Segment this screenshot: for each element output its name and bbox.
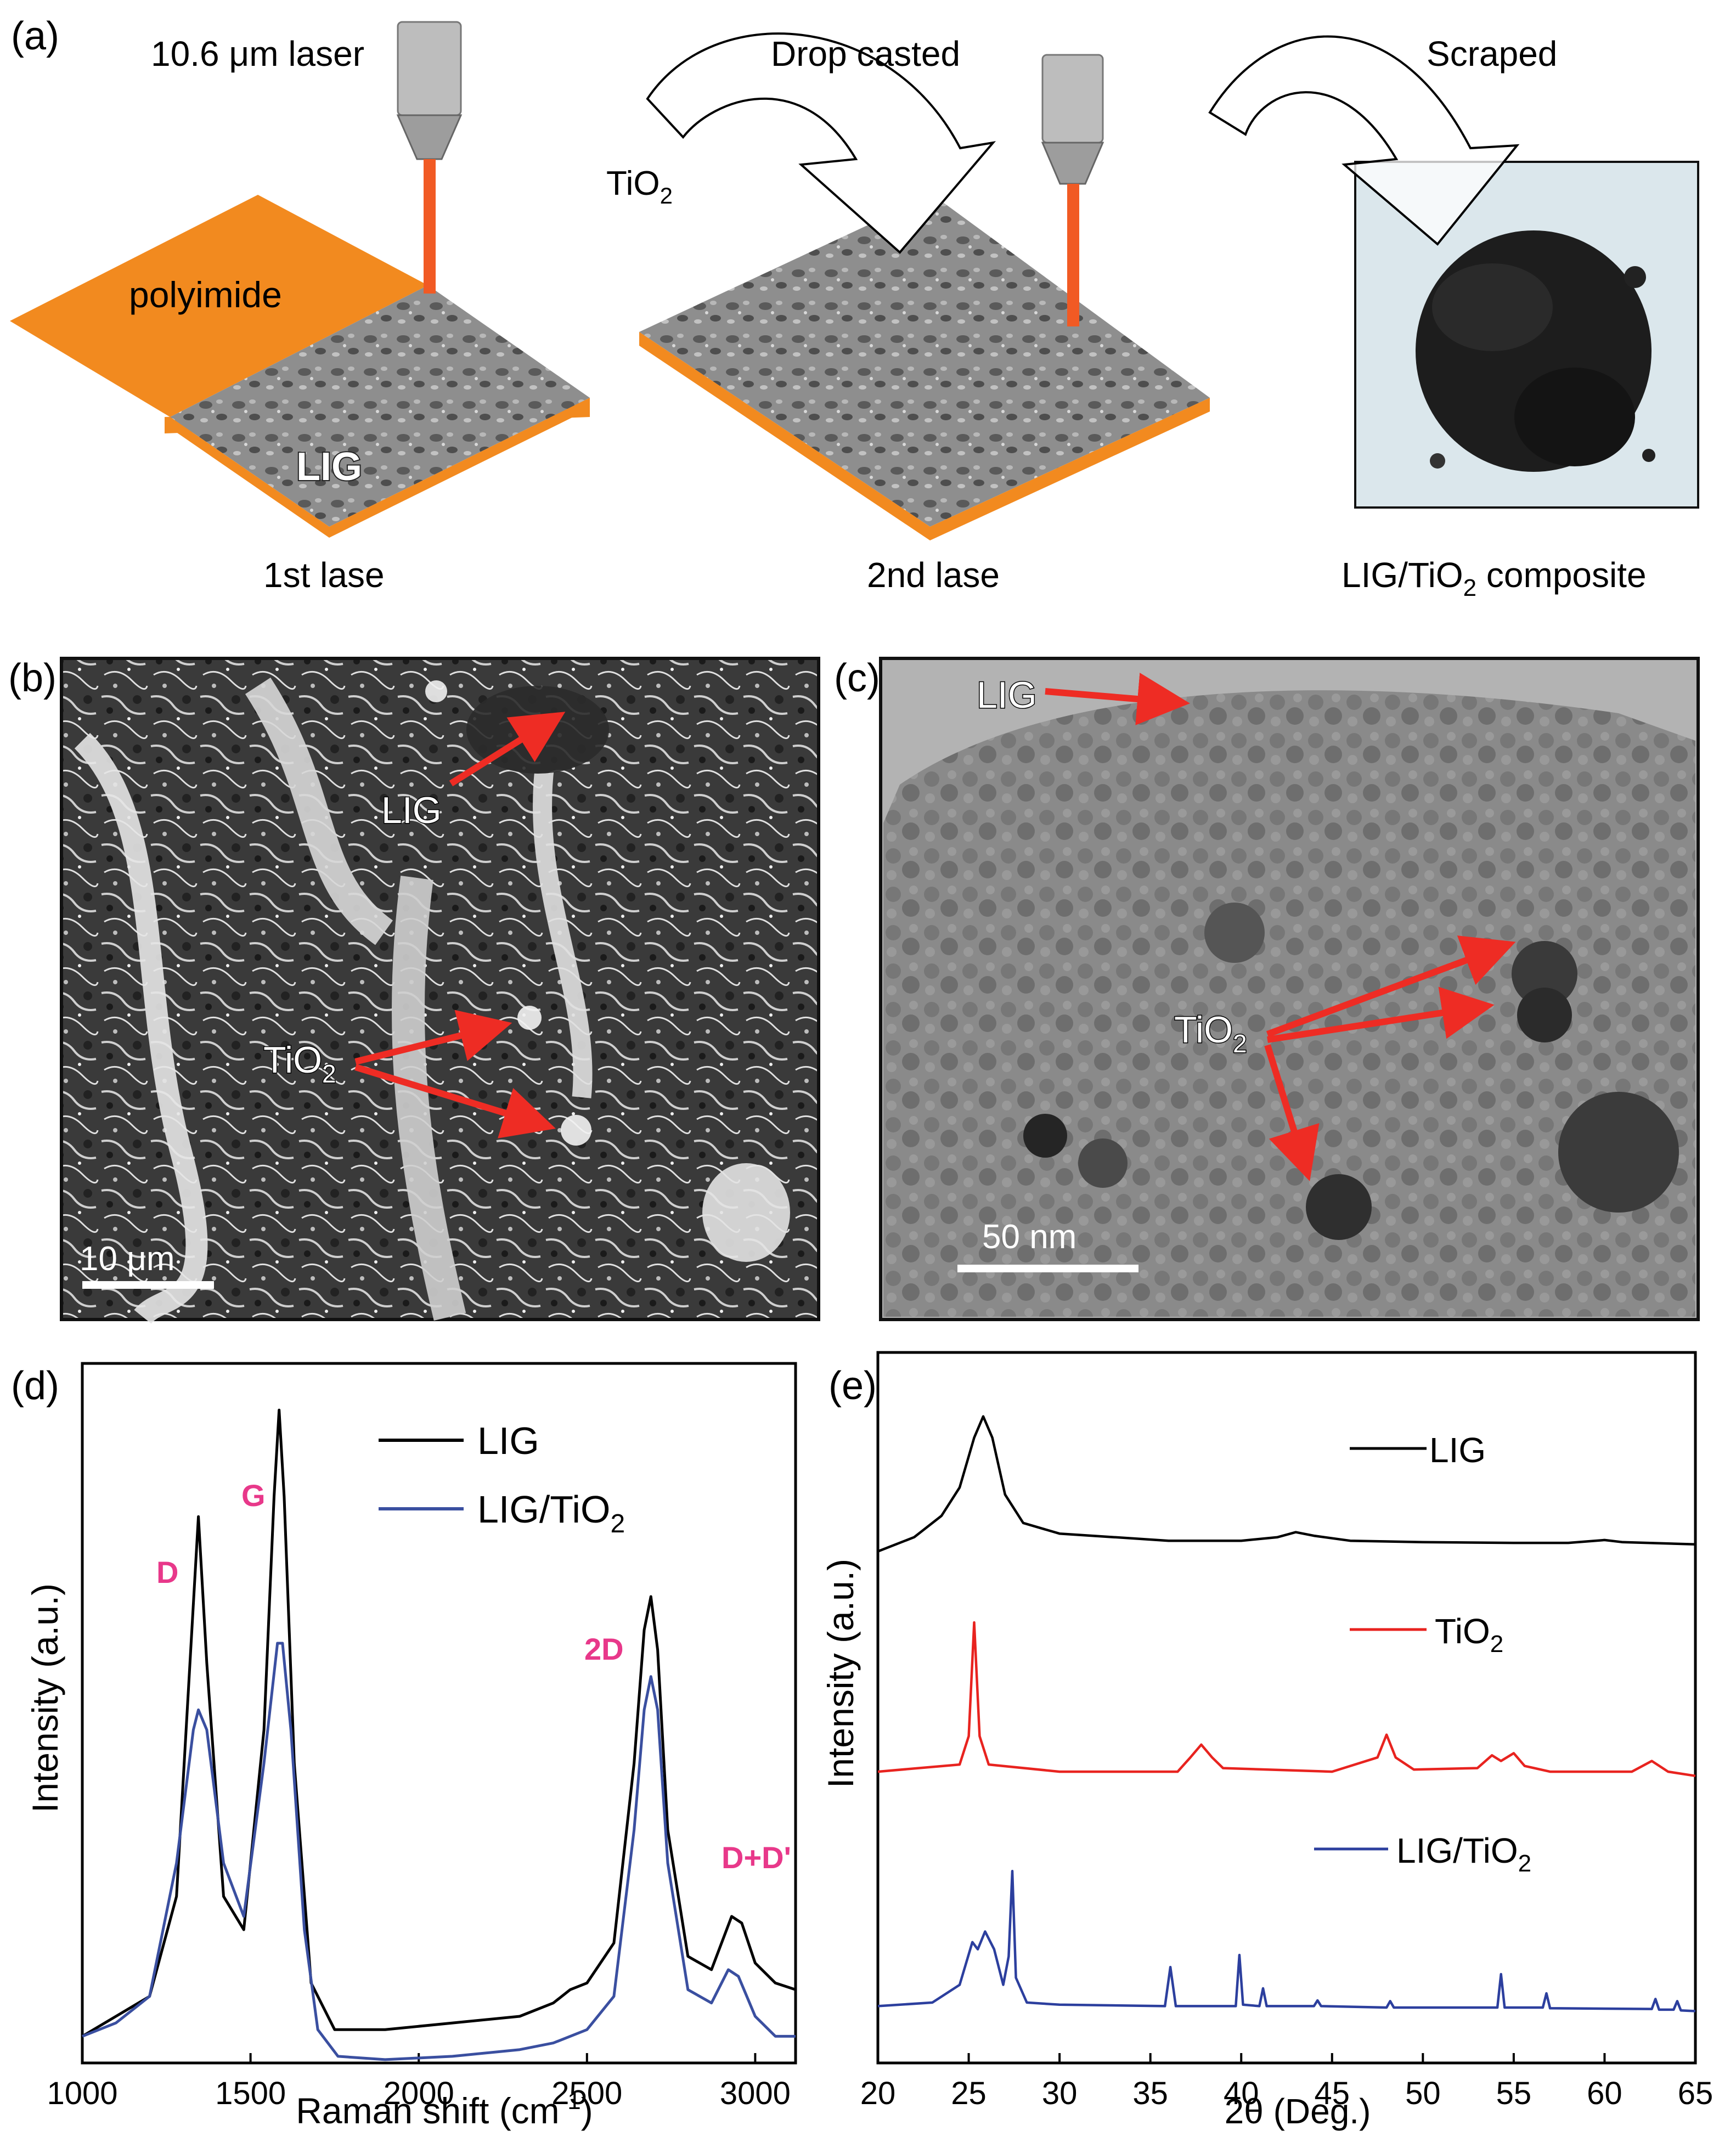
arrow-lig-c [1045,673,1190,725]
panel-b: (b) LIG TiO2 10 μm [8,656,820,1324]
raman-x-tick-label: 2500 [551,2076,622,2111]
raman-legend-lig: LIG [477,1419,539,1462]
panel-c-label: (c) [834,656,880,700]
raman-x-tick-label: 1500 [215,2076,286,2111]
scalebar-c-label: 50 nm [982,1218,1076,1256]
lig-label-b: LIG [381,790,442,831]
drop-cast-label: Drop casted [771,34,960,74]
xrd-x-tick-label: 30 [1042,2076,1078,2111]
panel-b-label: (b) [8,656,57,700]
panel-e-xrd-chart: (e) Intensity (a.u.) 2θ (Deg.) LIG TiO2 … [820,1351,1714,2131]
lig-tio2-powder [1416,230,1655,472]
xrd-x-tick-label: 35 [1132,2076,1168,2111]
xrd-x-tick-label: 45 [1315,2076,1350,2111]
raman-series-lig-line [81,1408,796,2038]
panel-a: (a) polyimide LIG 10.6 μm laser Drop cas… [10,14,1699,601]
laser-head-step2 [1041,54,1104,185]
xrd-x-tick-label: 50 [1405,2076,1441,2111]
polyimide-sheet [10,195,428,417]
step1-base-front [170,417,329,538]
arrow-tio2-c-2 [1267,986,1495,1043]
raman-legend-ligtio2: LIG/TiO2 [477,1488,625,1538]
raman-y-axis-label: Intensity (a.u.) [25,1583,65,1813]
xrd-x-tick-label: 55 [1496,2076,1532,2111]
xrd-x-tick-label: 25 [951,2076,987,2111]
xrd-series-lig-line [877,1415,1696,1553]
peak-label-dd: D+D' [722,1840,791,1875]
drop-cast-arrow [646,32,996,254]
step2-base-right [930,398,1210,540]
xrd-x-tick-label: 20 [860,2076,896,2111]
peak-label-2d: 2D [584,1632,624,1666]
scalebar-b-label: 10 μm [80,1240,175,1278]
arrow-tio2-b-2 [354,1064,556,1138]
tio2-label-b: TiO2 [263,1039,336,1088]
raman-x-axis-label: Raman shift (cm-1) [296,2088,593,2131]
scalebar-b [82,1281,214,1289]
laser-beam-step2 [1067,184,1079,326]
arrow-tio2-c-1 [1266,935,1516,1038]
xrd-series-lig-tio2-line [877,1870,1696,2012]
laser-label: 10.6 μm laser [151,34,364,74]
raman-x-tick-label: 3000 [720,2076,791,2111]
xrd-series-tio2-line [877,1621,1696,1778]
xrd-x-tick-label: 65 [1678,2076,1714,2111]
panel-d-label: (d) [11,1364,59,1408]
scraped-label: Scraped [1427,34,1557,74]
arrow-lig-b [449,712,566,787]
xrd-legend-tio2: TiO2 [1435,1611,1503,1657]
xrd-legend-ligtio2: LIG/TiO2 [1396,1831,1531,1877]
xrd-x-tick-label: 40 [1224,2076,1259,2111]
step3-caption: LIG/TiO2 composite [1342,555,1647,601]
raman-x-tick-label: 1000 [47,2076,117,2111]
tio2-label-a: TiO2 [606,165,673,208]
lig-patch-step1 [170,285,590,527]
step1-base-edge [329,398,590,538]
tio2-particles-c [1023,903,1679,1240]
tio2-label-c: TiO2 [1174,1009,1247,1058]
lig-label-c: LIG [977,674,1037,716]
xrd-x-axis-label: 2θ (Deg.) [1225,2091,1371,2131]
raman-series-lig-tio2-line [82,1642,796,2061]
arrow-tio2-c-3 [1264,1044,1320,1181]
laser-head-step1 [396,21,463,160]
peak-label-d: D [156,1555,178,1589]
arrow-tio2-b-1 [354,1010,512,1065]
scraped-arrow [1208,35,1520,246]
step2-base-left [639,332,930,540]
lig-sheet-step2 [639,195,1210,527]
lig-label-step1: LIG [296,445,362,489]
xrd-legend-lig: LIG [1429,1430,1486,1470]
step2-caption: 2nd lase [867,555,1000,595]
panel-c: (c) LIG TiO2 50 nm [834,656,1700,1321]
xrd-plot-frame [876,1351,1697,2065]
panel-e-label: (e) [828,1364,877,1408]
xrd-y-axis-label: Intensity (a.u.) [820,1559,861,1788]
raman-plot-frame [81,1362,797,2065]
laser-beam-step1 [424,159,436,294]
polyimide-label: polyimide [129,274,282,315]
step1-caption: 1st lase [263,555,385,595]
xrd-x-tick-label: 60 [1587,2076,1622,2111]
raman-x-tick-label: 2000 [384,2076,454,2111]
scalebar-c [957,1265,1138,1272]
peak-label-g: G [241,1478,266,1513]
panel-d-raman-chart: (d) Intensity (a.u.) Raman shift (cm-1) … [11,1362,797,2131]
panel-a-label: (a) [11,14,59,58]
